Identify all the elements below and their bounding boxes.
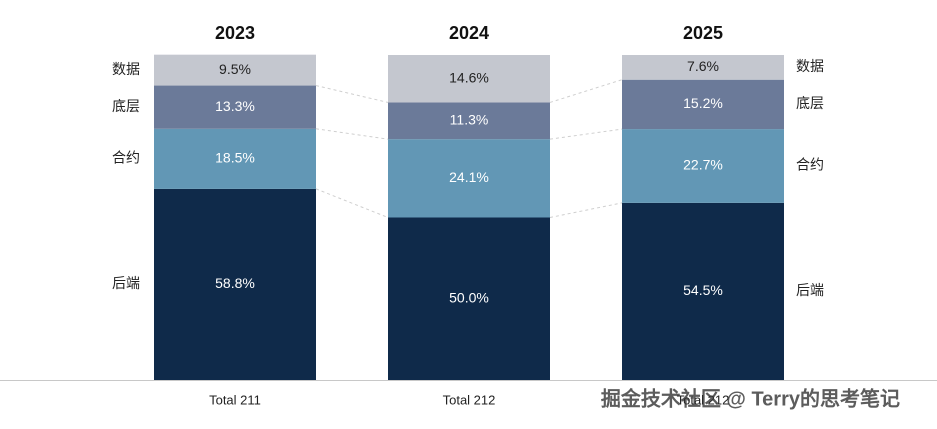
legend-label: 底层 (796, 95, 824, 111)
bar-segment (154, 85, 316, 129)
value-label: 18.5% (215, 150, 255, 166)
value-label: 13.3% (215, 98, 255, 114)
bar-segment (622, 79, 784, 130)
value-label: 11.3% (450, 112, 489, 128)
year-label: 2023 (215, 23, 255, 43)
bar-segment (622, 55, 784, 80)
value-label: 50.0% (449, 289, 489, 305)
connector (549, 79, 623, 103)
total-label: Total 212 (443, 392, 496, 407)
legend-label: 底层 (112, 98, 140, 114)
watermark: 掘金技术社区 @ Terry的思考笔记 (601, 386, 900, 410)
total-label: Total 211 (209, 392, 261, 407)
bar-segment (622, 202, 784, 380)
connector (549, 128, 623, 140)
value-label: 7.6% (687, 58, 719, 74)
legend-label: 后端 (796, 282, 824, 298)
bar-segment (154, 188, 316, 380)
total-label: Total 212 (677, 392, 730, 407)
connector (549, 202, 623, 218)
value-label: 9.5% (219, 61, 251, 77)
bar-segment (388, 55, 550, 103)
value-label: 14.6% (449, 69, 489, 85)
connector (315, 188, 389, 218)
value-label: 54.5% (683, 282, 723, 298)
bar-segment (154, 128, 316, 189)
bar-segment (388, 139, 550, 218)
legend-label: 后端 (112, 275, 140, 291)
legend-label: 合约 (796, 157, 824, 173)
bar-segment (154, 54, 316, 86)
connector (315, 85, 389, 103)
value-label: 15.2% (683, 95, 723, 111)
bar-segment (622, 129, 784, 203)
value-label: 58.8% (215, 275, 255, 291)
bar-segment (388, 102, 550, 140)
legend-label: 合约 (112, 150, 140, 166)
bar-segment (388, 217, 550, 380)
value-label: 22.7% (683, 157, 723, 173)
legend-label: 数据 (112, 61, 140, 77)
connector (315, 128, 389, 140)
year-label: 2024 (449, 23, 489, 43)
legend-label: 数据 (796, 58, 824, 74)
year-label: 2025 (683, 23, 723, 43)
value-label: 24.1% (449, 169, 489, 185)
